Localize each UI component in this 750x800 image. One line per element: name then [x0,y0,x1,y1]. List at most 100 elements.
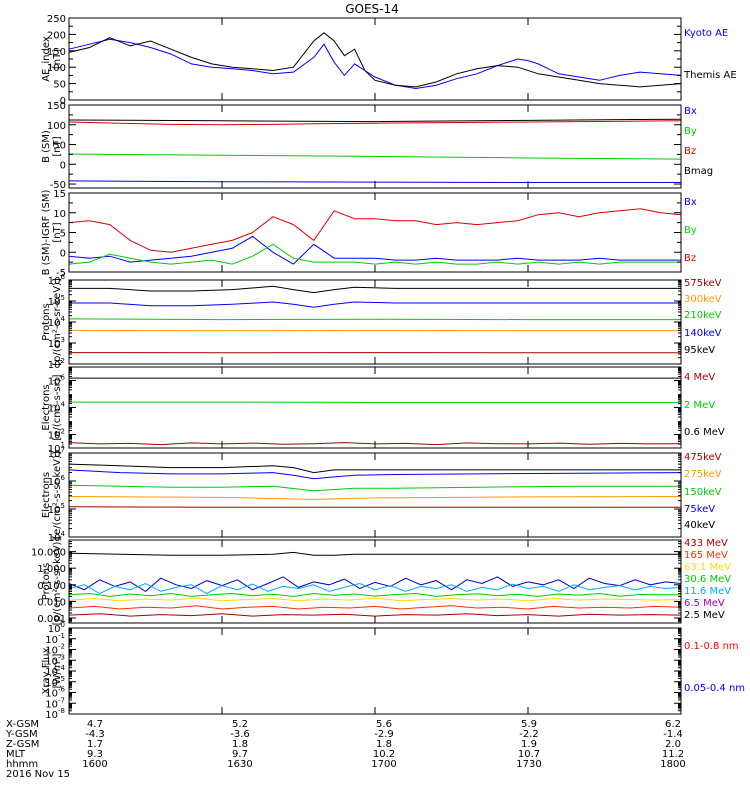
panel-2: -50 0 50 100 150 B (SM)[nT] Bx By Bz Bmag [41,101,713,191]
panel-frame [68,366,682,449]
x-axis-row-label: X-GSM [6,719,39,730]
panel-frame [68,17,682,101]
series-line-bmag [68,118,682,123]
y-tick-label: 0 [60,160,66,171]
y-tick-label: 10-6 [45,686,65,700]
y-tick-label: 10-1 [45,632,65,646]
panel-frame [68,104,682,189]
y-tick-label: 102 [48,357,65,371]
y-axis-title: B (SM)[nT] [41,130,63,163]
legend-entry: Bz [684,146,696,157]
y-tick-label: 15 [53,189,66,200]
series-line-kyoto-ae [68,38,682,90]
x-axis-tick-value: 6.2 [665,719,681,730]
y-tick-label: 5 [60,229,66,240]
legend-entry: Themis AE [683,70,737,81]
x-axis-tick-value: 1700 [371,759,396,770]
x-axis-tick-value: 11.2 [662,749,684,760]
y-tick-label: 10-2 [45,643,65,657]
series-line-by [68,243,681,265]
legend-entry: 2 MeV [684,400,715,411]
panel-frame [68,627,682,715]
series-line-275kev [68,496,682,500]
series-line-150kev [68,484,681,492]
series-line-6-5-mev [68,576,682,593]
legend-entry: 40keV [684,520,715,531]
legend-entry: 0.1-0.8 nm [684,641,739,652]
series-line-by [68,153,682,160]
y-tick-label: 106 [48,474,66,488]
x-axis-row-label: Z-GSM [6,739,39,750]
y-tick-label: -50 [50,180,66,191]
y-tick-label: 50 [53,80,66,91]
legend-entry: 2.5 MeV [684,610,725,621]
x-axis-tick-value: 1.7 [87,739,103,750]
series-line-bz [68,120,682,126]
y-tick-label: 10.000 [31,548,66,559]
x-axis-tick-value: 5.9 [521,719,537,730]
y-tick-label: 10-7 [45,696,65,710]
series-line-bx [68,235,681,265]
panel-1: 0 50 100 150 200 250 AE_index[nT] Kyoto AE Themi… [41,14,737,107]
legend-entry: 210keV [684,310,722,321]
x-axis-row-label: hhmm [6,759,38,770]
y-tick-label: 102 [48,428,65,442]
x-axis-tick-value: 9.7 [232,749,248,760]
series-line-63-1-mev [68,597,682,602]
y-tick-label: 100 [47,63,66,74]
legend-entry: 95keV [684,345,715,356]
legend-entry: 150keV [684,487,722,498]
x-axis-tick-value: -3.6 [230,729,250,740]
x-axis-tick-value: 10.2 [373,749,395,760]
legend-entry: 11.6 MeV [684,586,731,597]
x-axis-tick-value: 1730 [516,759,541,770]
series-line-themis-ae [68,32,682,88]
legend-entry: By [684,126,697,137]
legend-entry: 433 MeV [684,538,728,549]
y-tick-label: 104 [48,530,66,544]
y-tick-label: 0.001 [37,614,66,625]
legend-entry: 63.1 MeV [684,562,731,573]
x-axis-tick-value: 1600 [82,759,107,770]
x-axis-tick-value: -4.3 [85,729,105,740]
x-axis-row-label: Y-GSM [5,729,38,740]
x-axis-tick-value: -2.9 [374,729,394,740]
series-line-75kev [68,469,682,480]
legend-entry: 475keV [684,452,722,463]
series-line-30-6-mev [68,592,681,597]
legend-entry: 75keV [684,504,715,515]
legend-entry: 30.6 MeV [684,574,731,585]
panel-frame [68,539,682,624]
series-line-11-6-mev [68,582,682,595]
y-axis-title: Protons[p/(cm²-s-sr-keV)] [41,538,63,626]
x-axis-tick-value: 5.6 [376,719,392,730]
x-axis-tick-value: 1.9 [521,739,537,750]
y-axis-title: AE_index[nT] [41,36,63,82]
legend-entry: 6.5 MeV [684,598,725,609]
x-axis-row-label: MLT [6,749,26,760]
y-tick-label: 150 [47,101,66,112]
y-tick-label: 105 [48,294,65,308]
x-axis-tick-value: 10.7 [518,749,540,760]
y-tick-label: 0 [60,96,66,107]
y-axis-title: Protons[p/(cm²-s-sr-keV)] [41,278,63,366]
y-axis-title: B (SM)-IGRF (SM)[nT] [41,190,63,276]
y-tick-label: 10-8 [45,707,65,721]
x-axis-tick-value: 9.3 [87,749,103,760]
series-line-140kev [69,301,681,308]
legend-entry: Bx [684,106,697,117]
y-tick-label: 250 [47,14,66,25]
y-tick-label: 200 [47,30,66,41]
y-tick-label: 10 [53,209,66,220]
y-tick-label: 100 [47,121,66,132]
y-tick-label: 101 [48,441,65,455]
legend-entry: 0.6 MeV [684,427,725,438]
x-axis-tick-value: 1630 [227,759,252,770]
x-axis-tick-value: 1800 [660,759,685,770]
y-axis-title: Xray Flux[W/m²] [41,647,63,694]
y-tick-label: 50 [53,141,66,152]
plot-title: GOES-14 [345,2,399,16]
y-axis-title: Electrons[e/(cm²-s-sr)] [41,374,63,440]
